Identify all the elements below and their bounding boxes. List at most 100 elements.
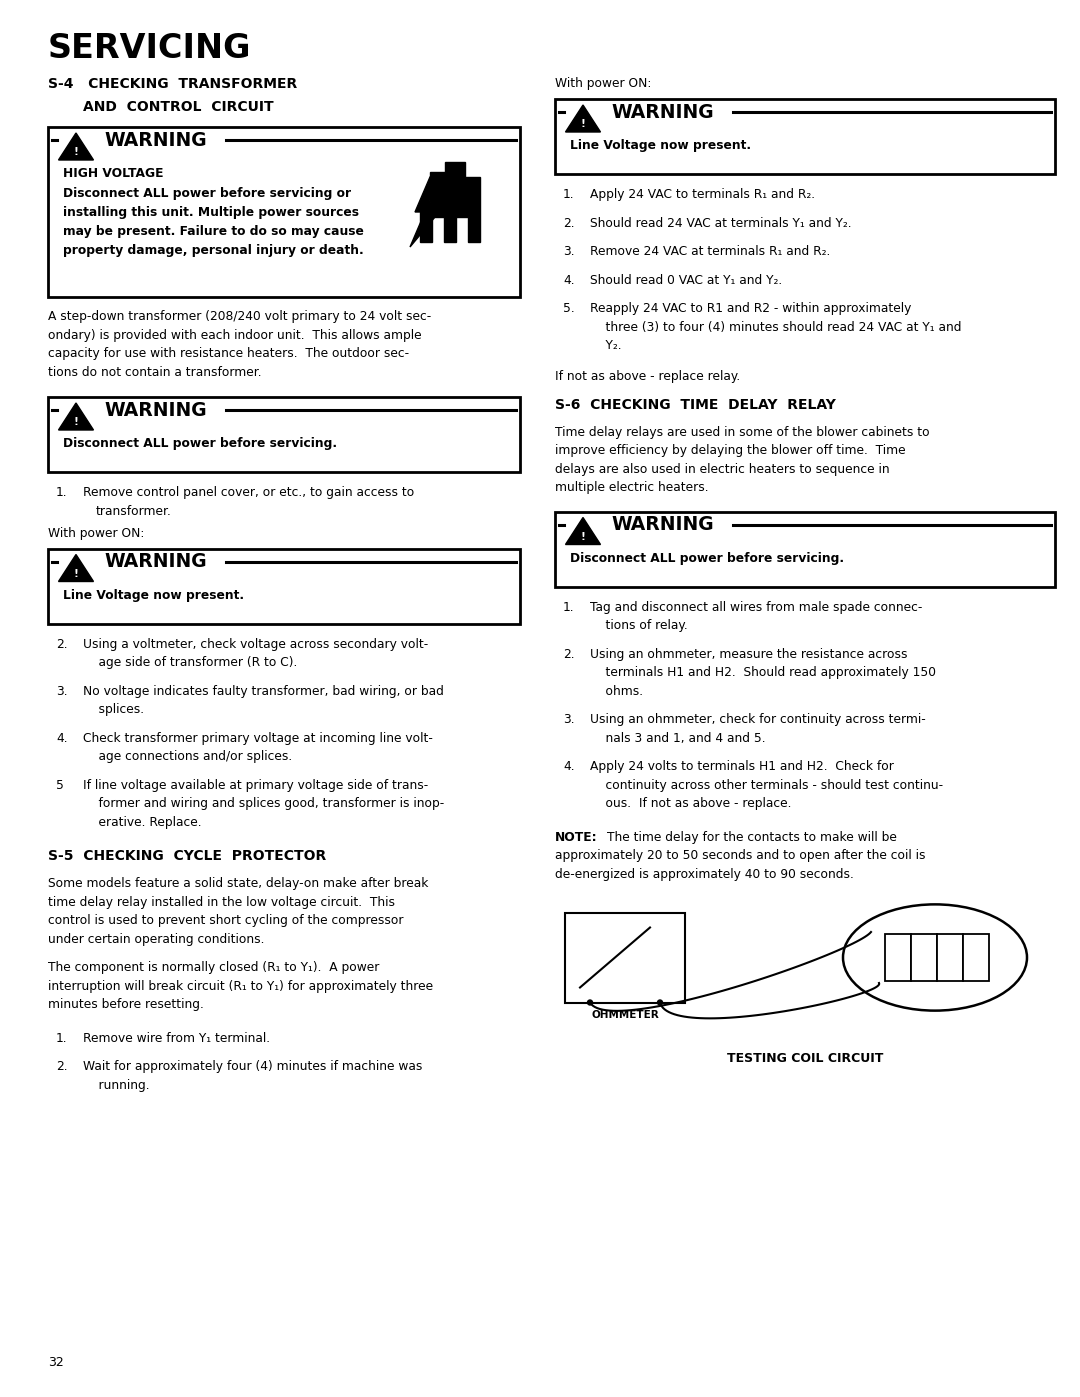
Text: age side of transformer (R to C).: age side of transformer (R to C). <box>83 657 297 669</box>
Text: WARNING: WARNING <box>611 102 714 122</box>
Text: multiple electric heaters.: multiple electric heaters. <box>555 481 708 495</box>
Text: Some models feature a solid state, delay-on make after break: Some models feature a solid state, delay… <box>48 877 429 890</box>
Text: 3.: 3. <box>563 712 575 726</box>
Text: Remove wire from Y₁ terminal.: Remove wire from Y₁ terminal. <box>83 1031 270 1045</box>
Text: !: ! <box>73 416 79 427</box>
Text: ous.  If not as above - replace.: ous. If not as above - replace. <box>590 798 792 810</box>
Text: tions do not contain a transformer.: tions do not contain a transformer. <box>48 366 261 379</box>
Text: 2.: 2. <box>56 637 68 651</box>
Text: ondary) is provided with each indoor unit.  This allows ample: ondary) is provided with each indoor uni… <box>48 328 421 341</box>
Text: under certain operating conditions.: under certain operating conditions. <box>48 933 265 946</box>
Text: Disconnect ALL power before servicing.: Disconnect ALL power before servicing. <box>63 437 337 450</box>
Text: former and wiring and splices good, transformer is inop-: former and wiring and splices good, tran… <box>83 798 444 810</box>
Text: HIGH VOLTAGE: HIGH VOLTAGE <box>63 168 163 180</box>
Bar <box>555 99 1055 175</box>
Text: de-energized is approximately 40 to 90 seconds.: de-energized is approximately 40 to 90 s… <box>555 868 854 880</box>
Text: tions of relay.: tions of relay. <box>590 619 688 631</box>
Text: Remove 24 VAC at terminals R₁ and R₂.: Remove 24 VAC at terminals R₁ and R₂. <box>590 244 831 258</box>
Text: Using an ohmmeter, measure the resistance across: Using an ohmmeter, measure the resistanc… <box>590 647 907 661</box>
Text: 1.: 1. <box>56 486 68 499</box>
Text: WARNING: WARNING <box>611 515 714 534</box>
Bar <box>912 935 937 981</box>
Text: Using an ohmmeter, check for continuity across termi-: Using an ohmmeter, check for continuity … <box>590 712 926 726</box>
Text: approximately 20 to 50 seconds and to open after the coil is: approximately 20 to 50 seconds and to op… <box>555 849 926 862</box>
Bar <box>555 511 1055 587</box>
Text: 2.: 2. <box>563 647 575 661</box>
Text: SERVICING: SERVICING <box>48 32 252 66</box>
Text: 2.: 2. <box>56 1060 68 1073</box>
Circle shape <box>658 1000 662 1004</box>
Text: Should read 0 VAC at Y₁ and Y₂.: Should read 0 VAC at Y₁ and Y₂. <box>590 274 782 286</box>
Text: S-6  CHECKING  TIME  DELAY  RELAY: S-6 CHECKING TIME DELAY RELAY <box>555 398 836 412</box>
Text: Wait for approximately four (4) minutes if machine was: Wait for approximately four (4) minutes … <box>83 1060 422 1073</box>
Text: !: ! <box>73 147 79 156</box>
Text: No voltage indicates faulty transformer, bad wiring, or bad: No voltage indicates faulty transformer,… <box>83 685 444 697</box>
Polygon shape <box>58 402 94 430</box>
Polygon shape <box>410 177 440 247</box>
Bar <box>48 549 519 623</box>
Text: With power ON:: With power ON: <box>48 527 145 539</box>
Text: delays are also used in electric heaters to sequence in: delays are also used in electric heaters… <box>555 462 890 475</box>
Text: transformer.: transformer. <box>96 504 172 517</box>
Text: running.: running. <box>83 1078 150 1091</box>
Text: Disconnect ALL power before servicing or: Disconnect ALL power before servicing or <box>63 187 351 200</box>
Text: The time delay for the contacts to make will be: The time delay for the contacts to make … <box>607 830 896 844</box>
Text: 32: 32 <box>48 1356 64 1369</box>
Text: The component is normally closed (R₁ to Y₁).  A power: The component is normally closed (R₁ to … <box>48 961 379 974</box>
Text: 3.: 3. <box>56 685 68 697</box>
Text: Line Voltage now present.: Line Voltage now present. <box>570 138 751 152</box>
Text: S-5  CHECKING  CYCLE  PROTECTOR: S-5 CHECKING CYCLE PROTECTOR <box>48 849 326 863</box>
Text: Remove control panel cover, or etc., to gain access to: Remove control panel cover, or etc., to … <box>83 486 415 499</box>
Text: A step-down transformer (208/240 volt primary to 24 volt sec-: A step-down transformer (208/240 volt pr… <box>48 310 431 323</box>
Text: If not as above - replace relay.: If not as above - replace relay. <box>555 369 740 383</box>
Text: WARNING: WARNING <box>104 401 206 419</box>
Text: 4.: 4. <box>563 760 575 773</box>
Text: continuity across other terminals - should test continu-: continuity across other terminals - shou… <box>590 778 943 792</box>
Text: WARNING: WARNING <box>104 552 206 571</box>
Text: splices.: splices. <box>83 703 144 717</box>
Text: ohms.: ohms. <box>590 685 643 697</box>
Text: Line Voltage now present.: Line Voltage now present. <box>63 588 244 602</box>
Ellipse shape <box>843 904 1027 1010</box>
Text: If line voltage available at primary voltage side of trans-: If line voltage available at primary vol… <box>83 778 429 792</box>
Text: Using a voltmeter, check voltage across secondary volt-: Using a voltmeter, check voltage across … <box>83 637 429 651</box>
Text: Y₂.: Y₂. <box>590 339 622 352</box>
Text: WARNING: WARNING <box>104 130 206 149</box>
Text: 3.: 3. <box>563 244 575 258</box>
Text: Time delay relays are used in some of the blower cabinets to: Time delay relays are used in some of th… <box>555 426 930 439</box>
Text: TESTING COIL CIRCUIT: TESTING COIL CIRCUIT <box>727 1052 883 1066</box>
Text: nals 3 and 1, and 4 and 5.: nals 3 and 1, and 4 and 5. <box>590 732 766 745</box>
Text: control is used to prevent short cycling of the compressor: control is used to prevent short cycling… <box>48 914 404 928</box>
Text: 5: 5 <box>56 778 64 792</box>
Text: OHMMETER: OHMMETER <box>591 1010 659 1020</box>
Text: AND  CONTROL  CIRCUIT: AND CONTROL CIRCUIT <box>83 101 273 115</box>
Text: S-4   CHECKING  TRANSFORMER: S-4 CHECKING TRANSFORMER <box>48 77 297 91</box>
Text: !: ! <box>581 531 585 542</box>
Text: time delay relay installed in the low voltage circuit.  This: time delay relay installed in the low vo… <box>48 895 395 908</box>
Text: minutes before resetting.: minutes before resetting. <box>48 997 204 1011</box>
Text: 2.: 2. <box>563 217 575 229</box>
Bar <box>565 912 685 1003</box>
Text: installing this unit. Multiple power sources: installing this unit. Multiple power sou… <box>63 205 359 219</box>
Text: three (3) to four (4) minutes should read 24 VAC at Y₁ and: three (3) to four (4) minutes should rea… <box>590 320 961 334</box>
Text: Apply 24 VAC to terminals R₁ and R₂.: Apply 24 VAC to terminals R₁ and R₂. <box>590 189 815 201</box>
Polygon shape <box>566 517 600 545</box>
Text: erative. Replace.: erative. Replace. <box>83 816 202 828</box>
Text: Disconnect ALL power before servicing.: Disconnect ALL power before servicing. <box>570 552 845 564</box>
Text: Reapply 24 VAC to R1 and R2 - within approximately: Reapply 24 VAC to R1 and R2 - within app… <box>590 302 912 314</box>
Text: 1.: 1. <box>56 1031 68 1045</box>
Polygon shape <box>420 162 480 242</box>
Text: 4.: 4. <box>56 732 68 745</box>
Text: 1.: 1. <box>563 189 575 201</box>
Text: Apply 24 volts to terminals H1 and H2.  Check for: Apply 24 volts to terminals H1 and H2. C… <box>590 760 894 773</box>
Text: may be present. Failure to do so may cause: may be present. Failure to do so may cau… <box>63 225 364 237</box>
Polygon shape <box>58 555 94 581</box>
Bar <box>48 127 519 298</box>
Polygon shape <box>566 105 600 131</box>
Text: terminals H1 and H2.  Should read approximately 150: terminals H1 and H2. Should read approxi… <box>590 666 936 679</box>
Text: 4.: 4. <box>563 274 575 286</box>
Polygon shape <box>58 133 94 161</box>
Text: 1.: 1. <box>563 601 575 613</box>
Bar <box>48 397 519 472</box>
Text: interruption will break circuit (R₁ to Y₁) for approximately three: interruption will break circuit (R₁ to Y… <box>48 979 433 992</box>
